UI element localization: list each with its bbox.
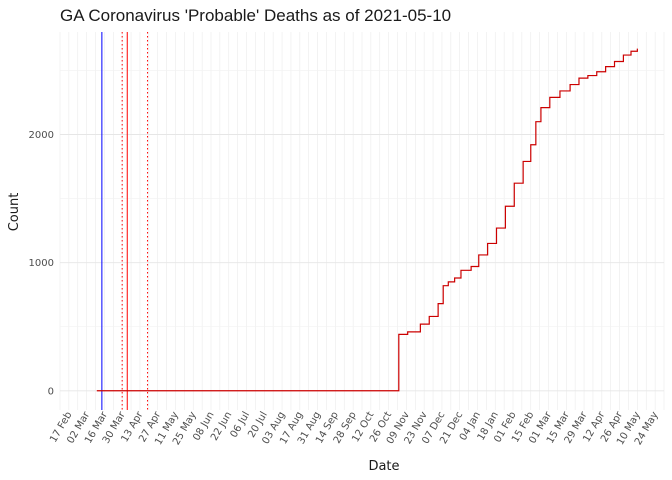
grid-lines (59, 32, 665, 410)
event-lines (101, 32, 149, 410)
y-tick-label: 2000 (29, 130, 54, 141)
series-layer (96, 48, 638, 392)
y-axis-title: Count (7, 193, 22, 232)
x-axis-title: Date (368, 459, 399, 474)
y-axis-ticks: 0 1000 2000 (29, 130, 54, 397)
y-tick-label: 0 (48, 386, 54, 397)
chart-title: GA Coronavirus 'Probable' Deaths as of 2… (60, 6, 452, 25)
y-tick-label: 1000 (29, 258, 54, 269)
series-line (96, 48, 638, 392)
